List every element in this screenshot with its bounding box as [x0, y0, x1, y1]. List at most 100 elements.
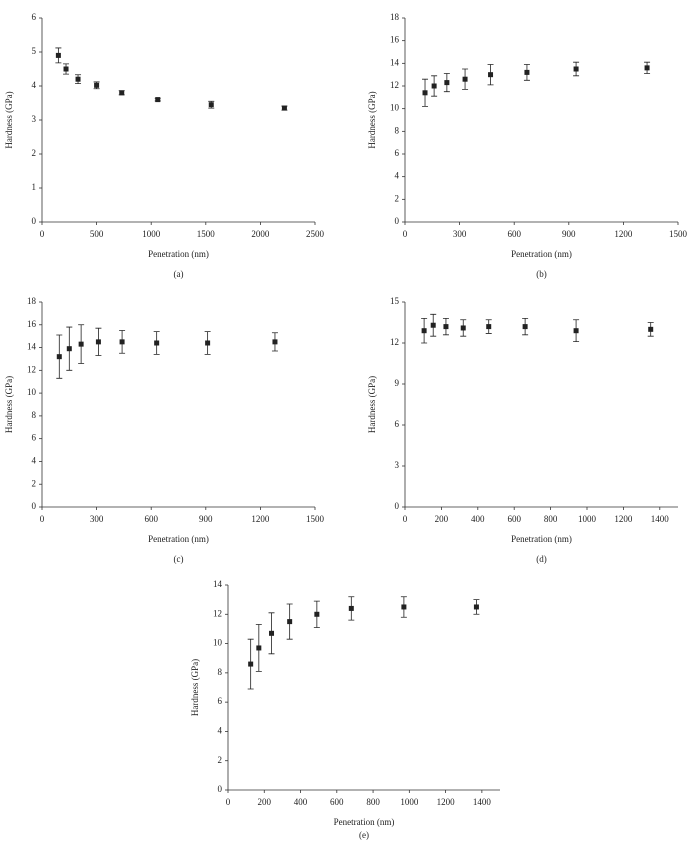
x-axis-label: Penetration (nm) [334, 817, 395, 827]
data-point [573, 66, 579, 72]
y-tick-label: 16 [390, 35, 400, 45]
x-tick-label: 1000 [400, 797, 419, 807]
y-tick-label: 6 [32, 12, 37, 22]
y-tick-label: 10 [27, 387, 37, 397]
x-tick-label: 1200 [251, 514, 270, 524]
data-point [272, 339, 278, 345]
y-tick-label: 4 [32, 80, 37, 90]
data-point [95, 339, 101, 345]
data-point [75, 76, 81, 82]
x-tick-label: 900 [199, 514, 213, 524]
data-point [155, 97, 161, 103]
y-tick-label: 4 [395, 171, 400, 181]
y-tick-label: 12 [213, 608, 222, 618]
y-tick-label: 14 [27, 342, 37, 352]
y-axis-label: Hardness (GPa) [4, 91, 14, 148]
data-point [281, 105, 287, 111]
panel-caption: (c) [174, 554, 184, 564]
x-tick-label: 1500 [197, 229, 216, 239]
data-point [460, 325, 466, 331]
data-point [443, 324, 449, 330]
x-tick-label: 900 [562, 229, 576, 239]
panel-caption: (d) [536, 554, 547, 564]
data-point [524, 69, 530, 75]
data-point [94, 82, 100, 88]
x-tick-label: 1200 [614, 229, 633, 239]
panel-caption: (b) [536, 269, 547, 279]
data-point [119, 90, 125, 96]
x-tick-label: 1400 [473, 797, 492, 807]
data-point [56, 354, 62, 360]
y-tick-label: 0 [32, 501, 37, 511]
data-point [208, 102, 214, 108]
y-tick-label: 14 [213, 579, 223, 589]
x-tick-label: 500 [90, 229, 104, 239]
x-tick-label: 400 [471, 514, 485, 524]
y-tick-label: 6 [218, 696, 223, 706]
data-point [287, 619, 293, 625]
y-tick-label: 1 [32, 182, 37, 192]
y-tick-label: 2 [32, 148, 37, 158]
y-tick-label: 18 [27, 296, 37, 306]
y-axis-label: Hardness (GPa) [367, 376, 377, 433]
data-point [154, 340, 160, 346]
y-tick-label: 4 [32, 456, 37, 466]
x-tick-label: 600 [507, 229, 521, 239]
x-tick-label: 1500 [306, 514, 325, 524]
y-tick-label: 2 [395, 193, 400, 203]
x-tick-label: 200 [258, 797, 272, 807]
x-tick-label: 2000 [251, 229, 270, 239]
x-tick-label: 0 [40, 514, 45, 524]
y-tick-label: 5 [32, 46, 37, 56]
data-point [421, 328, 427, 334]
data-point [444, 80, 450, 86]
panel-caption: (a) [174, 269, 184, 279]
data-point [205, 340, 211, 346]
y-tick-label: 15 [390, 296, 400, 306]
y-tick-label: 9 [395, 378, 400, 388]
data-point [256, 645, 262, 651]
y-tick-label: 0 [32, 216, 37, 226]
x-tick-label: 0 [40, 229, 45, 239]
y-tick-label: 14 [390, 57, 400, 67]
x-tick-label: 1200 [437, 797, 456, 807]
panel-caption: (e) [359, 830, 369, 840]
x-axis-label: Penetration (nm) [511, 249, 572, 259]
y-axis-label: Hardness (GPa) [190, 659, 200, 716]
y-tick-label: 10 [390, 103, 400, 113]
data-point [573, 328, 579, 334]
x-tick-label: 600 [507, 514, 521, 524]
x-tick-label: 400 [294, 797, 308, 807]
y-tick-label: 2 [218, 755, 223, 765]
y-tick-label: 3 [32, 114, 37, 124]
data-point [119, 339, 125, 345]
y-tick-label: 8 [218, 667, 223, 677]
data-point [348, 605, 354, 611]
x-tick-label: 200 [435, 514, 449, 524]
y-tick-label: 8 [395, 125, 400, 135]
x-axis-label: Penetration (nm) [148, 249, 209, 259]
x-tick-label: 2500 [306, 229, 325, 239]
y-tick-label: 12 [27, 364, 36, 374]
data-point [63, 66, 69, 72]
x-tick-label: 1500 [669, 229, 688, 239]
x-tick-label: 1000 [142, 229, 161, 239]
y-tick-label: 0 [395, 216, 400, 226]
y-tick-label: 16 [27, 319, 37, 329]
y-tick-label: 6 [395, 148, 400, 158]
x-axis-label: Penetration (nm) [148, 534, 209, 544]
data-point [314, 611, 320, 617]
data-point [486, 324, 492, 330]
y-tick-label: 0 [395, 501, 400, 511]
y-tick-label: 2 [32, 478, 37, 488]
x-tick-label: 300 [453, 229, 467, 239]
x-tick-label: 1400 [651, 514, 670, 524]
data-point [78, 341, 84, 347]
data-point [248, 661, 254, 667]
data-point [401, 604, 407, 610]
x-tick-label: 600 [144, 514, 158, 524]
y-tick-label: 12 [390, 337, 399, 347]
x-tick-label: 800 [366, 797, 380, 807]
data-point [431, 83, 437, 89]
data-point [522, 324, 528, 330]
